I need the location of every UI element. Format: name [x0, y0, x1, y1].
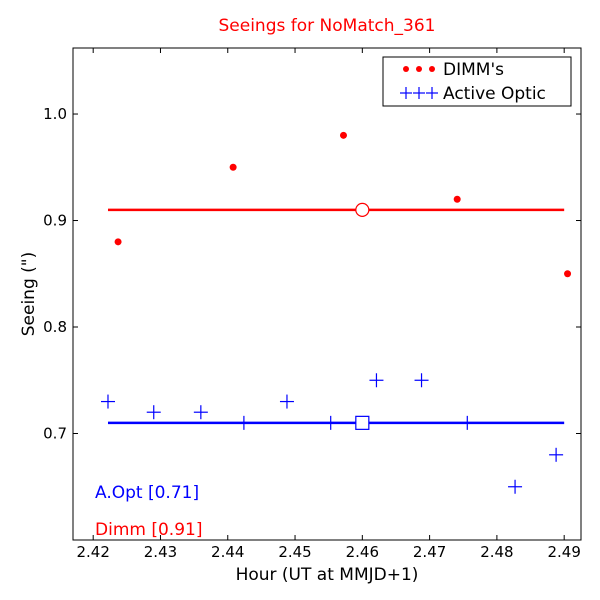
active-optic-point — [414, 373, 429, 388]
dimm-mean-marker — [355, 202, 370, 217]
x-tick-label: 2.47 — [413, 543, 446, 561]
legend-box — [382, 56, 572, 107]
x-axis-label: Hour (UT at MMJD+1) — [236, 565, 419, 585]
x-tick-label: 2.48 — [480, 543, 513, 561]
legend-label-dimm: DIMM's — [443, 60, 504, 80]
legend-plus — [413, 87, 425, 99]
active-optic-point — [100, 394, 115, 409]
active-optic-point — [323, 415, 338, 430]
active-optic-point — [146, 405, 161, 420]
legend-plus — [426, 87, 438, 99]
x-tick-label: 2.43 — [144, 543, 177, 561]
legend-label-active-optic: Active Optic — [443, 84, 546, 104]
dimm-point — [229, 163, 237, 171]
plot-area — [100, 131, 572, 494]
dimm-point — [453, 195, 461, 203]
annotation-dimm-mean: Dimm [0.91] — [95, 520, 202, 540]
x-tick-label: 2.44 — [211, 543, 244, 561]
active-optic-point — [460, 415, 475, 430]
active-optic-point — [193, 405, 208, 420]
dimm-point — [564, 270, 572, 278]
x-tick-label: 2.46 — [346, 543, 379, 561]
legend-markers — [400, 66, 438, 99]
y-tick-label: 0.9 — [43, 212, 67, 230]
active-optic-point — [549, 447, 564, 462]
active-optic-point — [279, 394, 294, 409]
axis-ticks: 2.42 2.43 2.44 2.45 2.46 2.47 2.48 2.49 0.7 0.8 0.… — [43, 48, 581, 561]
y-tick-label: 0.8 — [43, 318, 67, 336]
active-optic-point — [369, 373, 384, 388]
annotation-aopt-mean: A.Opt [0.71] — [95, 483, 199, 503]
active-optic-point — [236, 415, 251, 430]
dimm-point — [339, 131, 347, 139]
dimm-point — [114, 238, 122, 246]
chart-title: Seeings for NoMatch_361 — [219, 16, 436, 36]
legend-dimm-dot — [429, 66, 435, 72]
y-tick-label: 0.7 — [43, 425, 67, 443]
plot-frame — [72, 47, 582, 541]
aopt-mean-marker — [355, 415, 370, 430]
legend-plus — [400, 87, 412, 99]
legend: DIMM's Active Optic — [382, 56, 572, 107]
legend-dimm-dot — [416, 66, 422, 72]
y-tick-label: 1.0 — [43, 105, 67, 123]
legend-dimm-dot — [403, 66, 409, 72]
y-axis-label: Seeing (") — [19, 252, 39, 337]
x-tick-label: 2.49 — [547, 543, 580, 561]
x-tick-label: 2.42 — [76, 543, 109, 561]
x-tick-label: 2.45 — [278, 543, 311, 561]
active-optic-point — [508, 479, 523, 494]
